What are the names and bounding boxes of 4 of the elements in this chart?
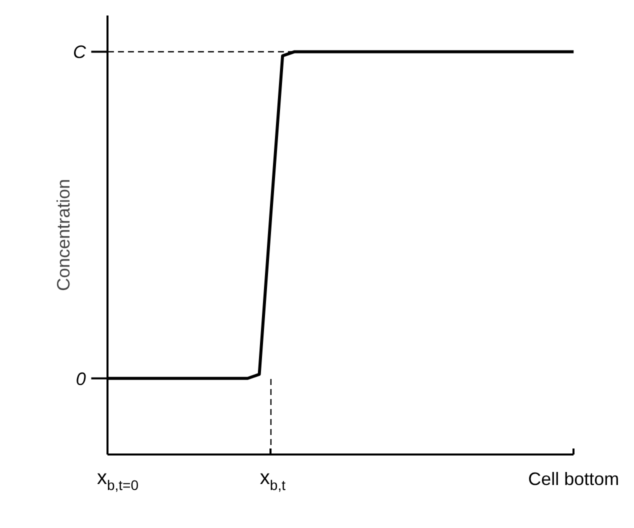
ref-line-label: 0 [76,368,86,389]
ref-line-label: C [72,42,87,62]
x-tick-label: Cell bottom [528,468,620,489]
y-axis-title: Concentration [54,178,74,292]
